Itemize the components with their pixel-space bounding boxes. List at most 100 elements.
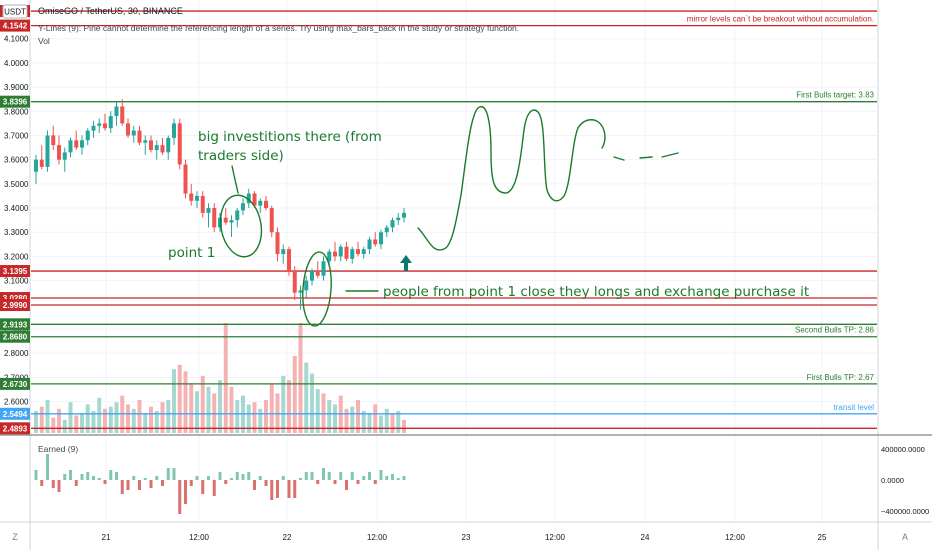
symbol-title[interactable]: OmiseGO / TetherUS, 30, BINANCE — [38, 6, 183, 16]
level-lines: mirror levels can`t be breakout without … — [31, 10, 877, 429]
volume-bar — [177, 364, 182, 433]
earned-bar — [149, 480, 153, 488]
volume-bar — [62, 419, 67, 433]
ellipse-big-investitions[interactable] — [216, 192, 266, 260]
volume-bar — [264, 400, 268, 433]
earned-tick-label: 400000.0000 — [881, 445, 925, 454]
hand-drawings[interactable] — [216, 105, 679, 327]
earned-bar — [327, 472, 331, 480]
candle-body — [80, 140, 84, 148]
volume-bar — [143, 413, 148, 433]
earned-bar — [230, 478, 233, 480]
level-price-tag-label: 2.5494 — [3, 410, 28, 419]
candle-body — [281, 249, 286, 254]
level-label: Second Bulls TP: 2.86 — [795, 326, 875, 335]
candle-body — [390, 220, 395, 228]
annotation-big-investitions-line2[interactable]: traders side) — [198, 148, 284, 164]
level-price-tag-label: 2.9193 — [3, 320, 28, 329]
volume-bar — [114, 402, 119, 433]
earned-bar — [201, 480, 205, 494]
earned-bar — [80, 474, 84, 480]
earned-bar — [120, 480, 124, 494]
earned-bar — [258, 476, 262, 480]
candle-body — [338, 246, 343, 257]
earned-bar — [218, 472, 222, 480]
candle-body — [367, 239, 372, 250]
earned-bar — [339, 472, 343, 480]
vol-label[interactable]: Vol — [38, 36, 50, 46]
level-price-tags: 4.21424.15423.83963.13953.02802.99902.91… — [0, 5, 30, 435]
candle-body — [361, 249, 366, 254]
earned-bar — [333, 480, 337, 484]
candle-body — [373, 239, 378, 245]
candle-body — [91, 125, 96, 131]
earned-bar — [143, 478, 147, 480]
volume-bar — [206, 386, 211, 433]
volume-bar — [85, 404, 90, 433]
volume-bar — [235, 400, 240, 433]
level-price-tag — [0, 377, 30, 390]
volume-bar — [310, 373, 314, 433]
earned-bar — [396, 478, 400, 480]
volume-bar — [51, 417, 56, 433]
volume-bar — [154, 411, 159, 433]
volume-bar — [350, 406, 355, 433]
candle-body — [74, 140, 79, 148]
earned-bar — [299, 478, 302, 480]
candle-body — [292, 270, 297, 293]
level-label: mirror levels can`t be breakout without … — [687, 15, 874, 24]
earned-indicator — [34, 454, 406, 514]
candle-body — [97, 123, 102, 126]
annotation-big-investitions-line1[interactable]: big investitions there (from — [198, 129, 382, 145]
earned-bar — [241, 474, 245, 480]
earned-bar — [224, 480, 228, 484]
candle-body — [396, 217, 401, 221]
volume-bar — [287, 380, 291, 433]
volume-bar — [367, 413, 372, 433]
volume-bar — [91, 411, 96, 433]
level-price-tag — [0, 422, 30, 435]
candle-body — [356, 249, 360, 254]
earned-bar — [212, 480, 216, 496]
candle-body — [275, 232, 280, 254]
earned-bar — [46, 454, 49, 480]
level-label: transit level — [834, 403, 875, 412]
earned-bar — [63, 474, 67, 480]
time-tick-label: 12:00 — [725, 533, 746, 542]
candle-body — [177, 123, 182, 165]
log-scale-icon[interactable]: Z — [12, 532, 18, 542]
candle-body — [183, 164, 188, 194]
time-tick-label: 12:00 — [367, 533, 388, 542]
volume-bar — [57, 408, 61, 433]
price-tick-label: 3.8000 — [4, 107, 29, 116]
earned-bar — [189, 480, 193, 486]
ellipse-exchange-purchase[interactable] — [300, 251, 333, 327]
volume-bar — [126, 404, 130, 433]
currency-badge[interactable] — [2, 4, 28, 19]
earned-bar — [270, 480, 274, 500]
volume-bar — [166, 400, 171, 433]
candle-body — [321, 261, 326, 276]
price-axis[interactable]: 4.1000 4.0000 3.9000 3.8000 3.7000 3.6000 3.50… — [4, 35, 29, 431]
earned-title[interactable]: Earned (9) — [38, 444, 78, 454]
candle-body — [189, 193, 194, 201]
candle-body — [212, 208, 217, 228]
earned-bar — [161, 480, 164, 486]
up-arrow-icon[interactable] — [400, 255, 412, 271]
time-axis[interactable]: 21 12:00 22 12:00 23 12:00 24 12:00 25 — [102, 533, 827, 542]
projection-path[interactable] — [417, 105, 606, 251]
annotation-people[interactable]: people from point 1 close they longs and… — [383, 284, 809, 300]
earned-bar — [155, 476, 159, 480]
candle-body — [246, 193, 251, 204]
volume-bar — [390, 413, 395, 433]
volume-bar — [160, 402, 165, 433]
volume-bars — [34, 323, 406, 433]
level-price-tag-label: 2.8680 — [3, 333, 28, 342]
price-tick-label: 3.4000 — [4, 204, 29, 213]
auto-scale-icon[interactable]: A — [902, 532, 908, 542]
candle-body — [333, 251, 337, 257]
candle-body — [223, 217, 228, 223]
earned-axis[interactable]: 400000.0000 0.0000 −400000.0000 — [881, 445, 929, 516]
annotation-point1[interactable]: point 1 — [168, 245, 215, 261]
